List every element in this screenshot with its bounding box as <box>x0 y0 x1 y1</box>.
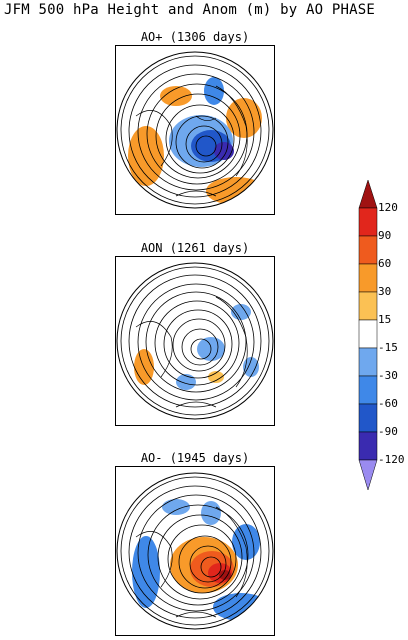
colorbar-swatch-pos60 <box>358 235 378 265</box>
anomaly-positive <box>219 570 231 580</box>
polar-map-ao-minus <box>116 472 274 630</box>
polar-map-ao-plus <box>116 51 274 209</box>
anomaly-negative <box>231 304 251 320</box>
anomaly-positive <box>208 371 224 383</box>
colorbar-label: 15 <box>378 313 392 326</box>
anomaly-negative <box>132 536 160 608</box>
colorbar-label: 60 <box>378 257 392 270</box>
colorbar-label: -90 <box>378 425 398 438</box>
colorbar-swatch-neg60 <box>358 403 378 433</box>
anomaly-negative <box>176 374 196 390</box>
anomaly-positive <box>160 86 192 106</box>
anomaly-negative <box>213 593 269 621</box>
colorbar-swatch-neg90 <box>358 431 378 461</box>
anomaly-positive <box>206 177 266 205</box>
colorbar-label: 30 <box>378 285 392 298</box>
panel-label-ao-neutral: AON (1261 days) <box>140 241 250 255</box>
map-panel-ao-minus <box>115 466 275 636</box>
figure-title: JFM 500 hPa Height and Anom (m) by AO PH… <box>4 2 376 18</box>
colorbar-label: 90 <box>378 229 392 242</box>
colorbar-swatch-neg15 <box>358 347 378 377</box>
colorbar-label: -60 <box>378 397 398 410</box>
colorbar-swatch-neg30 <box>358 375 378 405</box>
anomaly-negative <box>243 357 259 377</box>
colorbar-swatch-pos30 <box>358 263 378 293</box>
anomaly-negative <box>162 499 190 515</box>
panel-label-ao-plus: AO+ (1306 days) <box>140 30 250 44</box>
anomaly-positive <box>128 126 164 186</box>
anomaly-negative <box>214 142 234 160</box>
colorbar-label: -15 <box>378 341 398 354</box>
polar-map-ao-neutral <box>116 262 274 420</box>
map-panel-ao-neutral <box>115 256 275 426</box>
colorbar-swatch-neutral <box>358 319 378 349</box>
anomaly-negative <box>201 501 221 525</box>
colorbar-label: -30 <box>378 369 398 382</box>
panel-label-ao-minus: AO- (1945 days) <box>140 451 250 465</box>
map-panel-ao-plus <box>115 45 275 215</box>
anomaly-positive <box>226 98 262 138</box>
colorbar <box>358 179 408 500</box>
colorbar-label: 120 <box>378 201 398 214</box>
anomaly-negative <box>204 77 224 105</box>
colorbar-swatches <box>358 179 378 491</box>
colorbar-swatch-pos120 <box>358 179 378 209</box>
colorbar-label: -120 <box>378 453 405 466</box>
colorbar-swatch-neg120 <box>358 459 378 491</box>
colorbar-swatch-pos15 <box>358 291 378 321</box>
colorbar-swatch-pos90 <box>358 207 378 237</box>
